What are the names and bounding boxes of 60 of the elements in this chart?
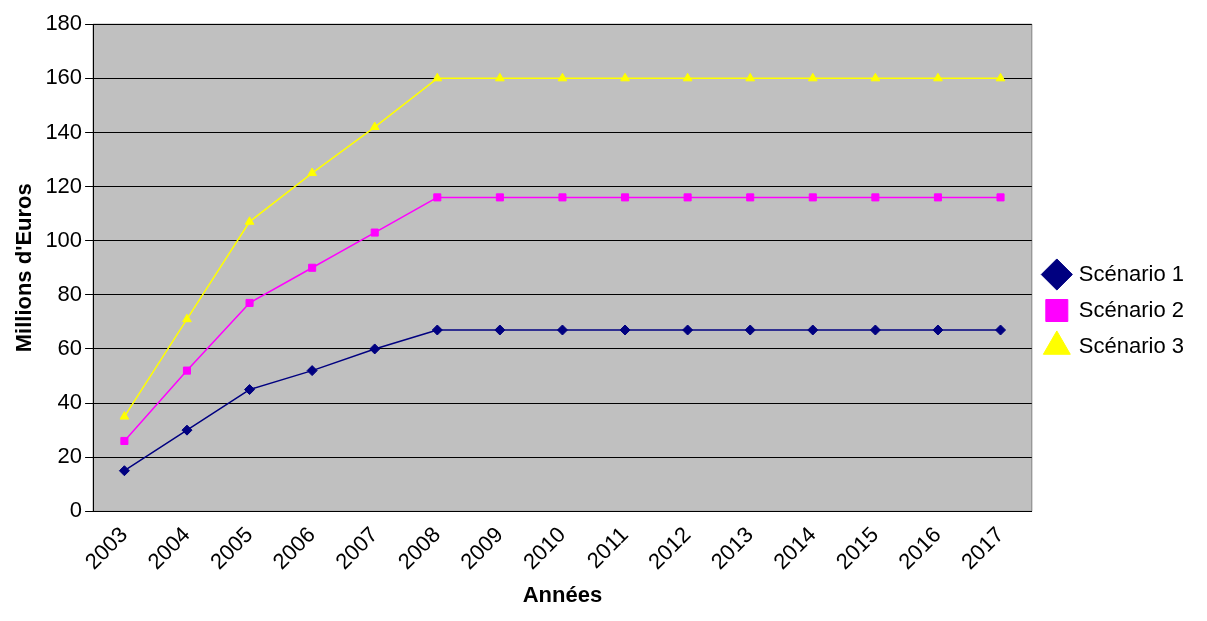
point <box>370 228 379 237</box>
legend-label: Scénario 2 <box>1078 296 1185 322</box>
point <box>369 121 380 131</box>
y-tick-label: 120 <box>45 172 83 198</box>
point <box>118 465 130 477</box>
point <box>745 72 756 82</box>
point <box>869 324 881 336</box>
point <box>119 411 130 420</box>
point <box>244 216 255 225</box>
point <box>244 384 256 396</box>
point <box>182 366 192 375</box>
point <box>621 193 630 202</box>
point <box>495 193 504 202</box>
point <box>746 193 755 202</box>
point <box>431 324 443 336</box>
point <box>433 193 442 202</box>
y-tick-label: 180 <box>45 10 83 36</box>
point <box>620 72 630 82</box>
point <box>120 436 129 445</box>
point <box>995 72 1006 82</box>
y-tick-label: 40 <box>57 389 83 415</box>
point <box>557 72 568 82</box>
point <box>932 324 944 336</box>
point <box>432 72 443 82</box>
y-tick-label: 80 <box>57 280 83 306</box>
legend-label: Scénario 3 <box>1078 332 1185 358</box>
legend-label: Scénario 1 <box>1078 260 1185 286</box>
y-tick-label: 20 <box>57 443 83 469</box>
point <box>245 298 254 307</box>
y-tick-label: 60 <box>57 335 83 361</box>
point <box>682 324 694 336</box>
point <box>558 193 567 202</box>
point <box>871 193 880 202</box>
y-tick-label: 140 <box>45 118 83 144</box>
point <box>682 72 693 82</box>
point <box>807 324 819 336</box>
y-tick-label: 0 <box>69 497 83 523</box>
point <box>495 72 505 82</box>
point <box>369 343 381 355</box>
point <box>683 193 692 202</box>
point <box>307 167 317 177</box>
y-tick-label: 160 <box>45 64 83 90</box>
x-axis-title: Années <box>522 581 603 607</box>
point <box>933 72 943 82</box>
point <box>619 324 631 336</box>
point <box>181 424 193 436</box>
y-axis-title: Millions d'Euros <box>11 183 37 353</box>
point <box>494 324 506 336</box>
point <box>996 193 1005 202</box>
point <box>807 72 818 82</box>
point <box>808 193 817 202</box>
y-tick-label: 100 <box>45 226 83 252</box>
point <box>306 365 318 377</box>
point <box>870 72 881 82</box>
point <box>933 193 942 202</box>
point <box>744 324 756 336</box>
point <box>556 324 568 336</box>
point <box>308 263 317 272</box>
point <box>995 324 1007 336</box>
point <box>182 313 192 323</box>
